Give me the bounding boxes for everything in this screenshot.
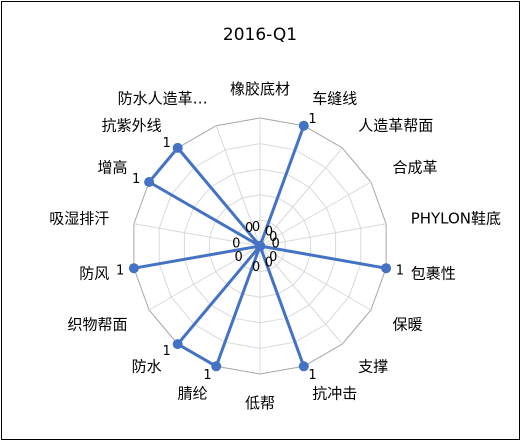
axis-label: 织物帮面	[67, 316, 127, 334]
data-label: 0	[235, 250, 243, 265]
data-label: 0	[269, 230, 277, 245]
data-label: 0	[245, 221, 253, 236]
axis-label: 低帮	[245, 394, 275, 412]
data-point	[255, 241, 265, 251]
axis-label: 吸湿排汗	[49, 210, 109, 228]
axis-label: 保暖	[393, 316, 423, 334]
grid-spoke	[259, 223, 387, 247]
data-label: 1	[162, 344, 170, 359]
data-label: 0	[269, 250, 277, 265]
grid-spoke	[259, 245, 372, 311]
data-point	[211, 361, 222, 372]
data-label: 0	[232, 237, 240, 252]
grid-spoke	[259, 245, 343, 345]
data-point	[128, 263, 139, 274]
axis-label: 包裹性	[411, 264, 456, 282]
axis-label: 抗冲击	[312, 385, 357, 403]
data-point	[144, 177, 155, 187]
data-point	[381, 263, 392, 274]
grid-spoke	[259, 181, 372, 247]
data-label: 1	[132, 172, 140, 187]
data-point	[172, 339, 183, 350]
data-label: 1	[308, 112, 316, 127]
axis-label: 防风	[79, 264, 109, 282]
grid-spoke	[259, 147, 343, 247]
data-label: 1	[396, 264, 404, 279]
axis-label: PHYLON鞋底	[411, 210, 501, 228]
data-label: 1	[116, 264, 124, 279]
axis-label: 人造革帮面	[358, 117, 433, 135]
axis-label: 防水人造革…	[118, 90, 208, 108]
data-point	[172, 142, 183, 153]
grid-spoke	[148, 245, 261, 311]
data-label: 0	[252, 220, 260, 235]
data-label: 0	[272, 237, 280, 252]
radar-series	[128, 120, 392, 372]
axis-label: 合成革	[393, 159, 438, 177]
data-point	[298, 361, 309, 372]
axis-label: 支撑	[358, 357, 388, 375]
data-label: 0	[252, 260, 260, 275]
data-point	[298, 120, 309, 131]
grid-spoke	[133, 223, 261, 247]
axis-label: 腈纶	[178, 385, 208, 403]
data-label: 1	[203, 368, 211, 383]
grid-spoke	[215, 125, 261, 247]
axis-label: 防水	[132, 357, 162, 375]
data-label: 1	[162, 136, 170, 151]
axis-label: 车缝线	[312, 90, 357, 108]
axis-label: 橡胶底材	[230, 80, 290, 98]
data-label: 1	[308, 368, 316, 383]
data-label: 0	[265, 225, 273, 240]
chart-title: 2016-Q1	[223, 25, 297, 45]
axis-label: 增高	[97, 159, 127, 177]
data-label: 0	[265, 255, 273, 270]
axis-label: 抗紫外线	[102, 117, 162, 135]
